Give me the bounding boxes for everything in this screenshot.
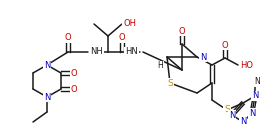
Text: HO: HO xyxy=(240,61,253,69)
Text: N: N xyxy=(200,52,206,61)
Text: N: N xyxy=(252,92,258,101)
Text: N: N xyxy=(254,78,260,86)
Text: N: N xyxy=(44,92,50,101)
Text: N: N xyxy=(240,118,246,126)
Text: H: H xyxy=(157,61,163,70)
Text: O: O xyxy=(65,33,71,42)
Text: N: N xyxy=(249,109,255,118)
Text: NH: NH xyxy=(90,47,103,56)
Text: O: O xyxy=(71,69,77,78)
Text: N: N xyxy=(229,110,235,120)
Text: O: O xyxy=(71,84,77,94)
Text: N: N xyxy=(44,61,50,69)
Text: S: S xyxy=(224,106,230,115)
Text: O: O xyxy=(179,27,185,35)
Text: O: O xyxy=(119,33,125,42)
Text: OH: OH xyxy=(123,19,136,29)
Text: S: S xyxy=(167,78,173,87)
Text: O: O xyxy=(222,41,228,50)
Text: HN: HN xyxy=(125,47,138,56)
